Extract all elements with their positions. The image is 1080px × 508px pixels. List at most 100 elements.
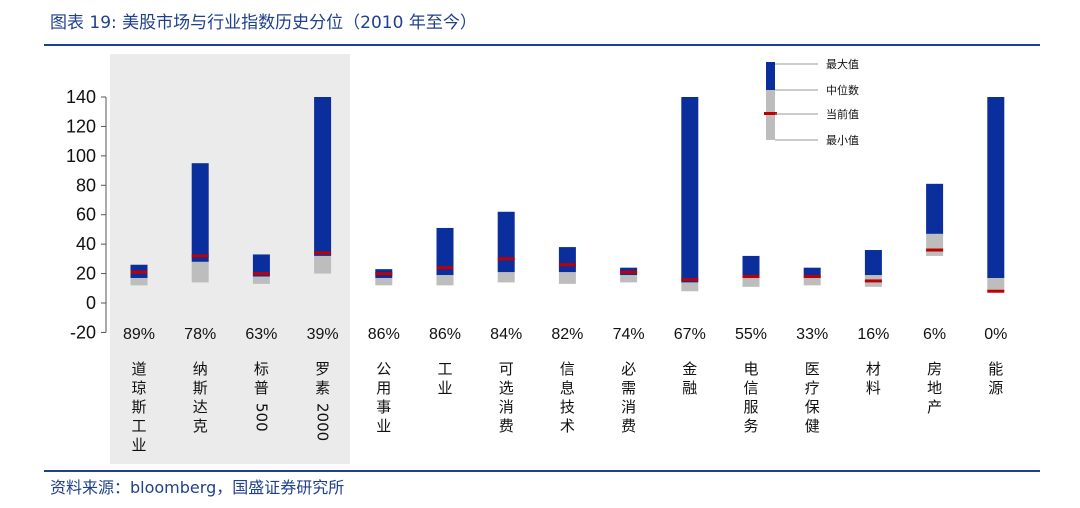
bar-upper-median-to-max (864, 250, 882, 276)
y-tick-label: 60 (76, 205, 96, 225)
bar-lower-min-to-median (926, 233, 944, 256)
category-label-char: 疗 (805, 379, 820, 397)
category-label-char: 事 (376, 398, 391, 416)
category-label-char: 普 (254, 379, 269, 397)
category-label-char: 素 (315, 379, 330, 397)
chart-title: 图表 19: 美股市场与行业指数历史分位（2010 年至今） (50, 13, 477, 33)
current-value-marker (314, 251, 332, 255)
category-label-char: 斯 (193, 379, 208, 397)
category-label-char: 保 (805, 398, 820, 416)
category-label-char: 源 (988, 379, 1003, 397)
bar-upper-median-to-max (681, 97, 699, 283)
category-label: 道琼斯工业 (131, 360, 146, 454)
category-label: 标普 (254, 360, 269, 397)
bottom-divider (44, 470, 1040, 472)
category-label: 房地产 (927, 360, 942, 416)
source-note: 资料来源：bloomberg，国盛证券研究所 (50, 478, 345, 497)
current-value-marker (987, 289, 1005, 293)
category-label: 能源 (988, 360, 1003, 397)
category-label-char: 术 (560, 417, 575, 435)
category-label: 医疗保健 (805, 360, 820, 435)
bar-lower-min-to-median (497, 272, 515, 283)
top-divider (44, 44, 1040, 46)
category-label: 材料 (866, 360, 881, 397)
percentile-label: 55% (735, 326, 767, 343)
category-label-char: 必 (621, 360, 636, 378)
category-label: 工业 (437, 360, 452, 397)
category-label-char: 业 (376, 417, 391, 435)
percentile-label: 86% (368, 326, 400, 343)
category-label-char: 工 (437, 360, 452, 378)
category-label: 罗素 (315, 360, 330, 397)
percentile-label: 74% (613, 326, 645, 343)
current-value-marker (803, 275, 821, 279)
legend-swatch-max (766, 62, 775, 90)
current-value-marker (497, 257, 515, 261)
percentile-label: 84% (490, 326, 522, 343)
bar-lower-min-to-median (803, 276, 821, 286)
category-label-char: 融 (682, 379, 697, 397)
category-label-char: 克 (193, 417, 208, 435)
category-label-digits: 500 (252, 403, 270, 432)
category-label-char: 业 (437, 379, 452, 397)
category-label-char: 琼 (131, 379, 146, 397)
bar-upper-median-to-max (191, 163, 209, 262)
bar-upper-median-to-max (742, 255, 760, 278)
bar-lower-min-to-median (558, 272, 576, 284)
percentile-label: 63% (245, 326, 277, 343)
percentile-label: 16% (857, 326, 889, 343)
current-value-marker (558, 263, 576, 267)
category-label-char: 技 (560, 398, 575, 416)
category-label-char: 道 (131, 360, 146, 378)
category-label: 电信服务 (743, 360, 758, 435)
current-value-marker (926, 248, 944, 252)
percentile-label: 39% (307, 326, 339, 343)
legend-label-max: 最大值 (826, 57, 859, 71)
bar-lower-min-to-median (681, 282, 699, 292)
category-label-char: 消 (621, 398, 636, 416)
bar-upper-median-to-max (314, 97, 332, 256)
bar-lower-min-to-median (130, 277, 148, 286)
current-value-marker (742, 275, 760, 279)
y-tick-label: -20 (70, 322, 96, 342)
percentile-label: 86% (429, 326, 461, 343)
bar-upper-median-to-max (436, 227, 454, 276)
category-label-char: 业 (131, 436, 146, 454)
y-tick-label: 120 (66, 116, 96, 136)
category-label-char: 达 (193, 398, 208, 416)
current-value-marker (864, 279, 882, 283)
category-label-char: 能 (988, 360, 1003, 378)
bar-lower-min-to-median (252, 276, 270, 284)
y-tick-label: 40 (76, 234, 96, 254)
category-label: 信息技术 (560, 360, 575, 435)
category-label-char: 费 (621, 417, 636, 435)
percentile-label: 67% (674, 326, 706, 343)
category-label-char: 选 (499, 379, 514, 397)
category-label: 公用事业 (376, 360, 391, 435)
category-label-char: 房 (927, 360, 942, 378)
category-label-char: 地 (927, 379, 942, 397)
bar-upper-median-to-max (926, 183, 944, 234)
current-value-marker (436, 266, 454, 270)
legend-label-min: 最小值 (826, 134, 859, 147)
bar-upper-median-to-max (987, 97, 1005, 278)
category-label-char: 健 (805, 417, 820, 435)
category-label-char: 息 (560, 379, 575, 397)
category-label-char: 务 (743, 417, 758, 435)
bar-lower-min-to-median (742, 277, 760, 287)
category-labels: 89%道琼斯工业78%纳斯达克63%标普39%罗素86%公用事业86%工业84%… (123, 326, 1007, 454)
y-tick-label: 80 (76, 175, 96, 195)
category-label-char: 标 (254, 360, 269, 378)
percentile-label: 89% (123, 326, 155, 343)
legend-label-median: 中位数 (826, 83, 859, 97)
category-label-char: 可 (499, 360, 514, 378)
percentile-label: 33% (796, 326, 828, 343)
category-label-char: 信 (743, 379, 758, 397)
bar-lower-min-to-median (436, 275, 454, 286)
bar-lower-min-to-median (987, 277, 1005, 292)
category-label-char: 信 (560, 360, 575, 378)
y-tick-label: 140 (66, 87, 96, 107)
category-label-char: 金 (682, 360, 697, 378)
category-label-char: 费 (499, 417, 514, 435)
